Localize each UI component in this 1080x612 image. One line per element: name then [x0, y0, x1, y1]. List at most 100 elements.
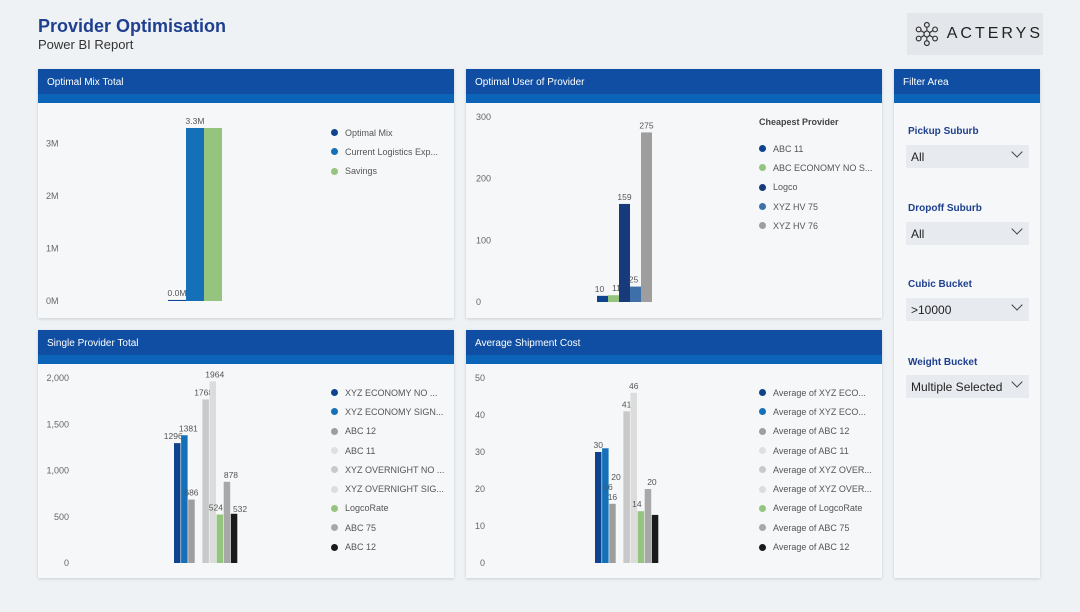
legend-item[interactable]: ABC 11 — [759, 139, 872, 158]
legend-item[interactable]: ABC 75 — [331, 518, 444, 537]
legend-item[interactable]: ABC 11 — [331, 441, 444, 460]
legend-item[interactable]: Current Logistics Exp... — [331, 142, 438, 161]
panel-title: Average Shipment Cost — [466, 330, 882, 355]
legend-label: ABC 12 — [345, 542, 377, 553]
bar[interactable] — [637, 511, 645, 563]
cubic-bucket-dropdown[interactable]: >10000 — [906, 298, 1029, 321]
legend-item[interactable]: Average of XYZ OVER... — [759, 460, 872, 479]
legend-item[interactable]: Logco — [759, 178, 872, 197]
legend-label: XYZ ECONOMY NO ... — [345, 387, 438, 398]
data-label: 16 — [608, 492, 618, 502]
legend-item[interactable]: XYZ HV 75 — [759, 197, 872, 216]
data-label: 532 — [233, 504, 247, 514]
legend-item[interactable]: Average of XYZ ECO... — [759, 402, 872, 421]
data-label: 10 — [595, 284, 605, 294]
data-label: 3.3M — [186, 116, 205, 126]
panel-band — [466, 355, 882, 364]
bar[interactable] — [630, 286, 641, 302]
legend-dot-icon — [759, 504, 766, 512]
legend-dot-icon — [759, 145, 766, 153]
legend-item[interactable]: ABC 12 — [331, 422, 444, 441]
legend-label: Average of XYZ ECO... — [773, 387, 866, 398]
legend-item[interactable]: XYZ ECONOMY NO ... — [331, 383, 444, 402]
y-tick-label: 3M — [46, 139, 59, 149]
legend-label: XYZ ECONOMY SIGN... — [345, 406, 444, 417]
bar[interactable] — [209, 381, 217, 563]
bar[interactable] — [641, 132, 652, 302]
legend-item[interactable]: Average of ABC 12 — [759, 537, 872, 556]
bar[interactable] — [597, 295, 608, 302]
legend-label: ABC ECONOMY NO S... — [773, 162, 873, 173]
data-label: 20 — [611, 472, 621, 482]
data-label: 41 — [622, 399, 632, 409]
dropoff-suburb-dropdown[interactable]: All — [906, 222, 1029, 245]
legend-title: Cheapest Provider — [759, 117, 839, 127]
bar[interactable] — [181, 435, 188, 563]
chevron-down-icon — [1011, 299, 1023, 311]
chevron-down-icon — [1011, 376, 1023, 388]
legend-item[interactable]: XYZ HV 76 — [759, 216, 872, 235]
legend-dot-icon — [759, 183, 766, 191]
bar[interactable] — [608, 295, 619, 302]
legend-dot-icon — [331, 167, 338, 175]
data-label: 16 — [603, 482, 613, 492]
bar[interactable] — [651, 514, 659, 563]
legend-item[interactable]: Average of ABC 12 — [759, 422, 872, 441]
bar[interactable] — [223, 481, 231, 563]
legend-item[interactable]: XYZ ECONOMY SIGN... — [331, 402, 444, 421]
optimal-user-legend: Cheapest Provider ABC 11 ABC ECONOMY NO S… — [759, 117, 872, 235]
legend-item[interactable]: ABC 12 — [331, 537, 444, 556]
weight-bucket-dropdown[interactable]: Multiple Selected — [906, 375, 1029, 398]
panel-title: Single Provider Total — [38, 330, 454, 355]
panel-band — [466, 94, 882, 103]
dropdown-value: >10000 — [911, 303, 952, 317]
data-label: 14 — [632, 499, 642, 509]
legend-label: Average of ABC 12 — [773, 426, 850, 437]
legend-item[interactable]: LogcoRate — [331, 499, 444, 518]
report-title: Provider Optimisation — [38, 16, 227, 36]
single-provider-panel: Single Provider Total 0 500 1,000 1,500 2,00… — [38, 330, 454, 578]
bar[interactable] — [204, 128, 222, 301]
legend-item[interactable]: Average of XYZ ECO... — [759, 383, 872, 402]
y-tick-label: 0 — [476, 297, 481, 307]
legend-dot-icon — [331, 524, 338, 532]
y-tick-label: 500 — [54, 512, 69, 522]
bar[interactable] — [630, 392, 638, 563]
data-label: 524 — [209, 503, 223, 513]
data-label: 20 — [647, 477, 657, 487]
bar[interactable] — [202, 399, 209, 563]
bar[interactable] — [174, 443, 181, 563]
legend-item[interactable]: Average of ABC 75 — [759, 518, 872, 537]
legend-item[interactable]: Optimal Mix — [331, 123, 438, 142]
legend-item[interactable]: XYZ OVERNIGHT SIG... — [331, 479, 444, 498]
bar[interactable] — [595, 452, 602, 563]
data-label: 159 — [617, 192, 631, 202]
bar[interactable] — [188, 499, 195, 563]
bar[interactable] — [230, 513, 238, 563]
bar[interactable] — [216, 514, 224, 563]
data-label: 1296 — [164, 431, 183, 441]
legend-item[interactable]: Savings — [331, 162, 438, 181]
logo-text: ACTERYS — [946, 25, 1043, 42]
legend-item[interactable]: Average of XYZ OVER... — [759, 479, 872, 498]
legend-item[interactable]: XYZ OVERNIGHT NO ... — [331, 460, 444, 479]
bar[interactable] — [609, 503, 616, 563]
bar[interactable] — [186, 128, 204, 301]
bar[interactable] — [623, 411, 630, 563]
bar[interactable] — [644, 489, 652, 563]
legend-label: ABC 11 — [345, 445, 376, 456]
bar[interactable] — [602, 448, 609, 563]
legend-item[interactable]: Average of ABC 11 — [759, 441, 872, 460]
bar[interactable] — [619, 203, 630, 302]
pickup-suburb-dropdown[interactable]: All — [906, 145, 1029, 168]
legend-item[interactable]: ABC ECONOMY NO S... — [759, 158, 872, 177]
data-label: 878 — [224, 470, 238, 480]
bar[interactable] — [168, 299, 186, 301]
legend-dot-icon — [759, 466, 766, 474]
optimal-mix-panel: Optimal Mix Total 0M 1M 2M 3M 0.0M 3.3M Optim… — [38, 69, 454, 318]
legend-item[interactable]: Average of LogcoRate — [759, 499, 872, 518]
legend-label: ABC 12 — [345, 426, 377, 437]
data-label: 1964 — [205, 369, 224, 379]
legend-label: Optimal Mix — [345, 127, 393, 138]
